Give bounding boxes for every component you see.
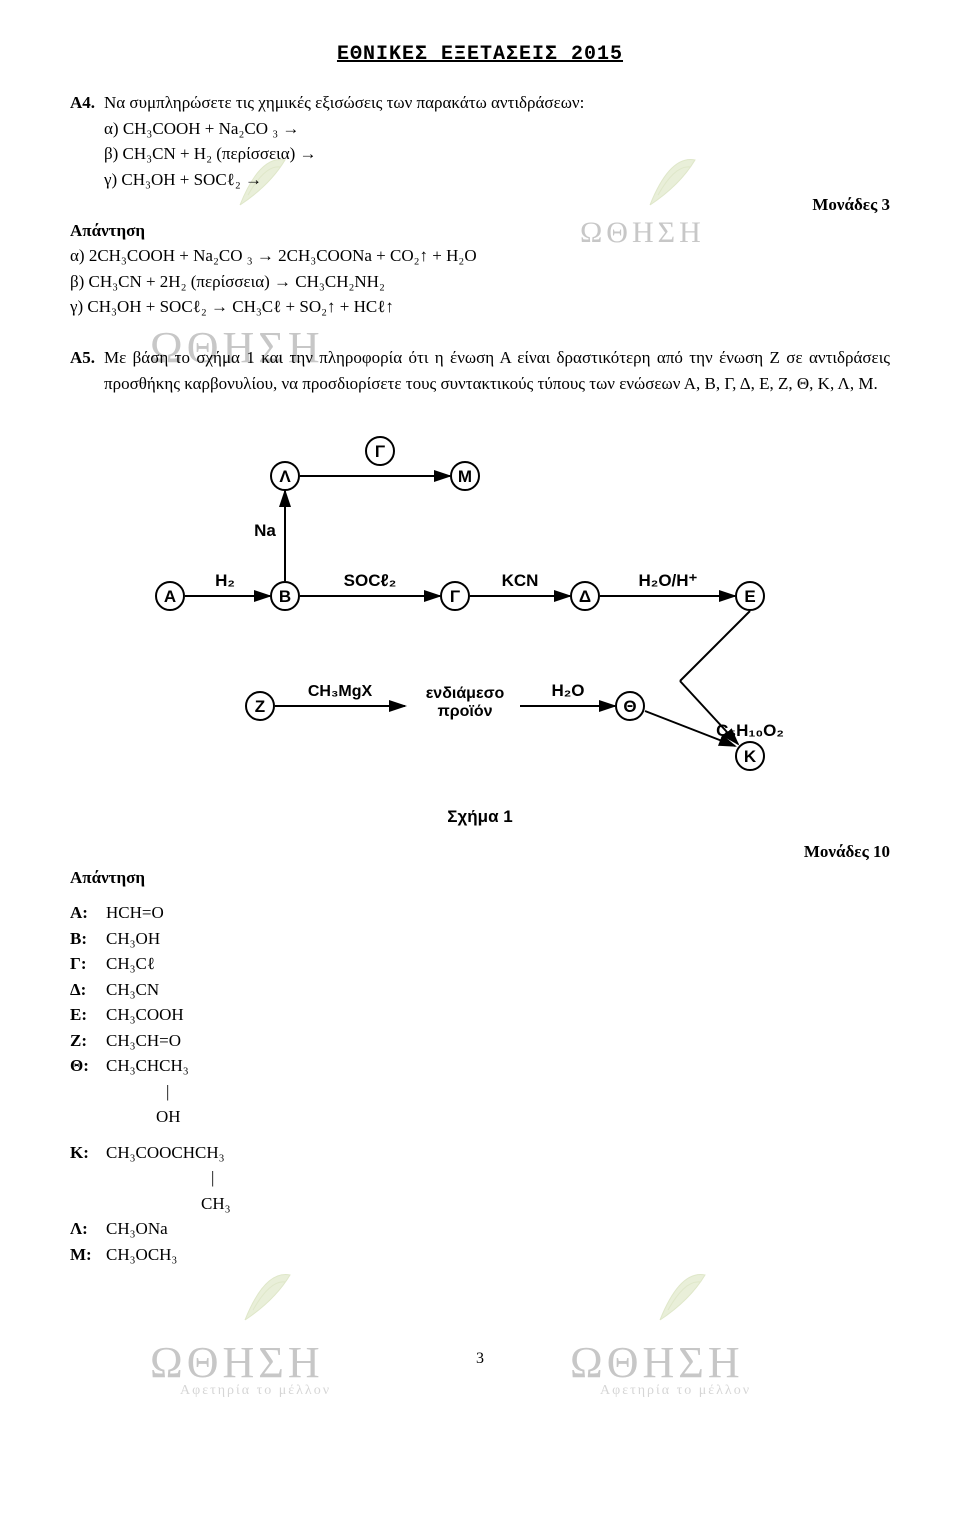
a4-points: Μονάδες 3 [70,192,890,218]
svg-text:Λ: Λ [279,467,291,486]
ans-letter: Δ: [70,977,106,1003]
svg-text:Μ: Μ [458,467,472,486]
question-a5-num: Α5. [70,345,104,396]
edge-label-gd: KCN [502,571,539,590]
ans-subline: | [106,1165,890,1191]
ans-letter: Ε: [70,1002,106,1028]
ans-letter: Κ: [70,1140,106,1166]
intermediate-label-2: προϊόν [437,703,492,720]
question-a4-prompt: Να συμπληρώσετε τις χημικές εξισώσεις τω… [104,90,890,116]
a4-line-a: α) CH₃COOH + Na₂CO ₃ → [70,116,890,142]
page-header: ΕΘΝΙΚΕΣ ΕΞΕΤΑΣΕΙΣ 2015 [70,40,890,70]
edge-label-de: H₂O/H⁺ [638,571,697,590]
ans-val: CH₃OH [106,926,890,952]
watermark-sub: Αφετηρία το μέλλον [180,1380,331,1401]
a4-ans-a: α) 2CH₃COOH + Na₂CO ₃ → 2CH₃COONa + CO₂↑… [70,243,890,269]
svg-text:Ε: Ε [744,587,755,606]
a5-answers-table: Α:HCH=O Β:CH₃OH Γ:CH₃Cℓ Δ:CH₃CN Ε:CH₃COO… [70,900,890,1267]
ans-letter: Γ: [70,951,106,977]
edge-label-na: Na [254,521,276,540]
ans-letter: Β: [70,926,106,952]
svg-text:Κ: Κ [744,747,757,766]
a4-ans-b: β) CH₃CN + 2H₂ (περίσσεια) → CH₃CH₂NH₂ [70,269,890,295]
ans-val: HCH=O [106,900,890,926]
edge-label-bg: SOCℓ₂ [344,571,397,590]
ans-val: CH₃COOCHCH₃ [106,1140,890,1166]
ans-subline: | [106,1079,890,1105]
a4-answer-label: Απάντηση [70,218,890,244]
ans-subline: OH [106,1104,890,1130]
svg-text:Α: Α [164,587,176,606]
ans-letter: Θ: [70,1053,106,1079]
svg-text:Θ: Θ [623,697,636,716]
ans-letter: Λ: [70,1216,106,1242]
k-formula: C₅H₁₀O₂ [716,721,784,740]
watermark-sub: Αφετηρία το μέλλον [600,1380,751,1401]
ans-val: CH₃OCH₃ [106,1242,890,1268]
ans-letter: Α: [70,900,106,926]
svg-text:Γ: Γ [375,442,385,461]
ans-val: CH₃COOH [106,1002,890,1028]
ans-letter: Μ: [70,1242,106,1268]
ans-val: CH₃CHCH₃ [106,1053,890,1079]
edge-label-zi: CH₃MgX [308,683,373,700]
ans-val: CH₃ONa [106,1216,890,1242]
page-number: 3 [70,1347,890,1371]
svg-text:Ζ: Ζ [255,697,265,716]
question-a5-prompt: Με βάση το σχήμα 1 και την πληροφορία ότ… [104,345,890,396]
a4-ans-c: γ) CH₃OH + SOCℓ₂ → CH₃Cℓ + SO₂↑ + HCℓ↑ [70,294,890,320]
diagram-caption: Σχήμα 1 [70,804,890,830]
ans-val: CH₃CH=O [106,1028,890,1054]
ans-val: CH₃CN [106,977,890,1003]
a4-line-b: β) CH₃CN + H₂ (περίσσεια) → [70,141,890,167]
ans-subline: CH₃ [106,1191,890,1217]
a5-answer-label: Απάντηση [70,865,890,891]
edge-label-ith: H₂O [551,681,584,700]
ans-letter: Ζ: [70,1028,106,1054]
question-a4-num: Α4. [70,90,104,116]
svg-text:Δ: Δ [579,587,591,606]
edge-label-ab: H₂ [215,571,235,590]
intermediate-label-1: ενδιάμεσο [426,685,505,702]
a5-points: Μονάδες 10 [70,839,890,865]
a4-line-c: γ) CH₃OH + SOCℓ₂ → [70,167,890,193]
diagram-scheme-1: Α Β Γ Δ Ε Λ Γ Μ Ζ Θ Κ H₂ SOCℓ₂ KCN H₂O/H⁺ Na CH₃Mg… [70,426,890,829]
svg-text:Β: Β [279,587,291,606]
svg-text:Γ: Γ [450,587,460,606]
ans-val: CH₃Cℓ [106,951,890,977]
